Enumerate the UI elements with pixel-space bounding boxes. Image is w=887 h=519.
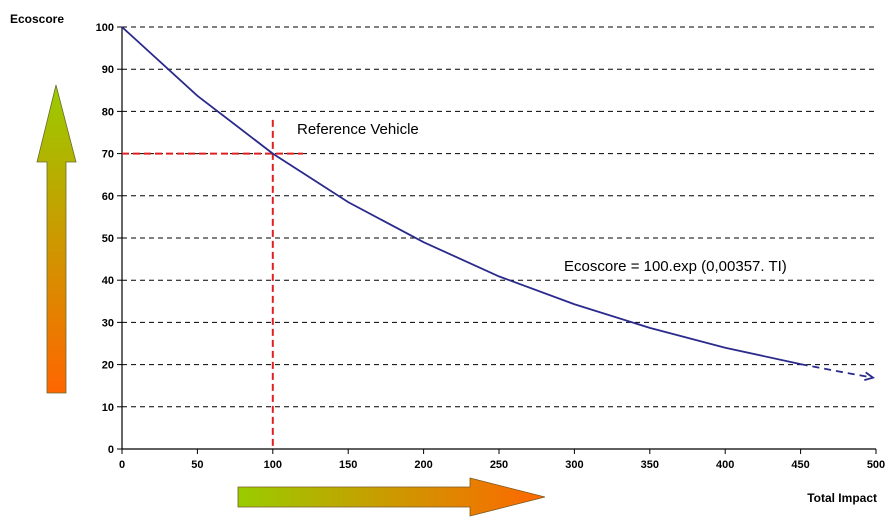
- y-tick-label-0: 0: [108, 444, 114, 456]
- x-tick-label-350: 350: [641, 459, 659, 471]
- y-axis-title: Ecoscore: [10, 12, 64, 26]
- y-tick-labels: 0 10 20 30 40 50 60 70 80 90 100: [96, 22, 114, 456]
- x-tick-label-300: 300: [565, 459, 583, 471]
- reference-lines: [122, 119, 303, 449]
- ecoscore-curve: [121, 26, 801, 366]
- y-tick-label-10: 10: [102, 402, 114, 414]
- x-tick-label-200: 200: [414, 459, 432, 471]
- y-tick-label-50: 50: [102, 233, 114, 245]
- y-tick-label-40: 40: [102, 275, 114, 287]
- x-tick-labels: 0 50 100 150 200 250 300 350 400 450 500: [119, 459, 885, 471]
- x-tick-label-0: 0: [119, 459, 125, 471]
- y-tick-label-100: 100: [96, 22, 114, 34]
- x-tick-label-250: 250: [490, 459, 508, 471]
- y-tick-label-70: 70: [102, 149, 114, 161]
- ecoscore-increase-arrow: [36, 84, 77, 394]
- y-tick-label-60: 60: [102, 191, 114, 203]
- y-tick-label-80: 80: [102, 106, 114, 118]
- x-tick-label-50: 50: [191, 459, 203, 471]
- x-axis-title: Total Impact: [807, 491, 877, 505]
- series-lines: [121, 26, 876, 381]
- y-tick-label-20: 20: [102, 360, 114, 372]
- reference-vehicle-label: Reference Vehicle: [297, 121, 419, 138]
- formula-annotation: Ecoscore = 100.exp (0,00357. TI): [564, 258, 787, 275]
- impact-increase-arrow: [237, 477, 546, 517]
- x-tick-label-100: 100: [264, 459, 282, 471]
- x-tick-label-450: 450: [791, 459, 809, 471]
- axes: [117, 26, 877, 454]
- ecoscore-curve-extension: [800, 363, 874, 379]
- gridlines: [122, 26, 876, 408]
- x-tick-label-500: 500: [867, 459, 885, 471]
- y-tick-label-30: 30: [102, 317, 114, 329]
- x-tick-label-400: 400: [716, 459, 734, 471]
- y-tick-label-90: 90: [102, 64, 114, 76]
- x-tick-label-150: 150: [339, 459, 357, 471]
